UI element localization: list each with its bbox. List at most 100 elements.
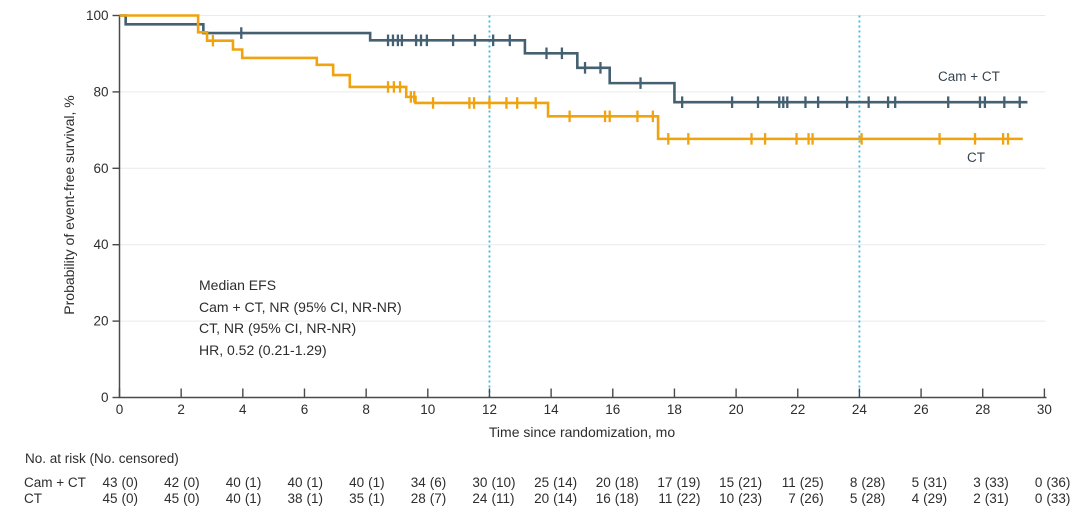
risk-n-censored: (22) (676, 491, 701, 506)
annotation-line-cam-ct: Cam + CT, NR (95% CI, NR-NR) (199, 298, 402, 315)
risk-row-label-ct: CT (24, 491, 42, 506)
x-tick-label-26: 26 (914, 402, 929, 417)
risk-n-censored: (33) (1046, 491, 1071, 506)
risk-n-censored: (0) (121, 475, 139, 490)
x-tick-label-12: 12 (482, 402, 497, 417)
risk-n-at-risk: 11 (658, 491, 673, 506)
risk-n-at-risk: 2 (973, 491, 981, 506)
risk-n-at-risk: 40 (349, 475, 365, 490)
annotation-line-title: Median EFS (199, 277, 277, 293)
y-tick-label-40: 40 (93, 237, 108, 252)
risk-n-at-risk: 38 (287, 491, 303, 506)
risk-n-at-risk: 5 (849, 491, 858, 506)
x-tick-label-0: 0 (116, 402, 124, 417)
risk-n-censored: (0) (121, 491, 139, 506)
risk-n-at-risk: 40 (287, 475, 303, 490)
x-tick-labels: 0 2 4 6 8 10 12 14 16 18 20 22 24 26 28 30 (116, 402, 1052, 417)
risk-n-at-risk: 0 (1034, 491, 1043, 506)
y-tick-labels: 0 20 40 60 80 100 (86, 8, 109, 405)
km-curve-ct (119, 14, 1023, 141)
risk-table-header: No. at risk (No. censored) (25, 451, 179, 466)
y-tick-label-0: 0 (101, 390, 109, 405)
risk-n-censored: (28) (861, 491, 886, 506)
x-tick-label-20: 20 (729, 402, 744, 417)
risk-n-censored: (14) (553, 475, 578, 490)
y-gridlines (119, 15, 1046, 322)
y-axis-title: Probability of event-free survival, % (61, 95, 77, 315)
risk-n-at-risk: 5 (911, 475, 920, 490)
risk-n-at-risk: 28 (410, 491, 426, 506)
x-axis-title: Time since randomization, mo (488, 424, 676, 440)
risk-n-at-risk: 25 (534, 475, 550, 490)
y-ticks (112, 14, 120, 399)
annotation-line-hr: HR, 0.52 (0.21-1.29) (199, 341, 327, 358)
risk-n-censored: (10) (491, 475, 516, 490)
risk-n-censored: (29) (923, 491, 948, 506)
risk-n-censored: (1) (306, 491, 323, 506)
risk-n-censored: (19) (676, 475, 701, 490)
risk-n-censored: (18) (614, 475, 639, 490)
x-tick-label-18: 18 (667, 402, 682, 417)
risk-n-at-risk: 30 (472, 475, 488, 490)
risk-n-at-risk: 3 (973, 475, 981, 490)
risk-n-at-risk: 40 (225, 475, 241, 490)
y-tick-label-20: 20 (93, 314, 108, 329)
x-tick-label-30: 30 (1037, 402, 1052, 417)
risk-n-censored: (1) (244, 475, 262, 490)
risk-n-censored: (11) (491, 491, 515, 506)
risk-n-censored: (23) (738, 491, 763, 506)
x-tick-label-24: 24 (852, 402, 868, 417)
risk-n-at-risk: 4 (911, 491, 920, 506)
risk-n-at-risk: 17 (657, 475, 673, 490)
risk-n-at-risk: 43 (102, 475, 118, 490)
risk-n-at-risk: 16 (595, 491, 611, 506)
km-curve-cam-ct (119, 14, 1028, 104)
km-censor-marks-cam-ct (240, 27, 1021, 109)
risk-n-at-risk: 35 (349, 491, 365, 506)
risk-n-censored: (1) (306, 475, 323, 490)
x-tick-label-6: 6 (301, 402, 309, 417)
risk-n-censored: (33) (984, 475, 1009, 490)
y-tick-label-80: 80 (93, 84, 108, 99)
risk-row-label-cam-ct: Cam + CT (24, 475, 86, 490)
risk-n-censored: (1) (244, 491, 262, 506)
risk-n-censored: (26) (799, 491, 824, 506)
risk-n-censored: (18) (614, 491, 639, 506)
risk-n-censored: (25) (799, 475, 824, 490)
x-ticks (118, 388, 1046, 398)
x-tick-label-16: 16 (605, 402, 620, 417)
risk-n-at-risk: 42 (164, 475, 180, 490)
curve-label-ct: CT (967, 150, 985, 165)
risk-n-censored: (31) (984, 491, 1009, 506)
risk-n-censored: (0) (183, 491, 200, 506)
risk-n-censored: (31) (923, 475, 948, 490)
risk-n-censored: (0) (183, 475, 200, 490)
km-censor-marks-ct (211, 34, 1010, 145)
risk-n-at-risk: 20 (534, 491, 550, 506)
x-tick-label-28: 28 (975, 402, 990, 417)
risk-n-at-risk: 10 (719, 491, 735, 506)
risk-n-at-risk: 24 (472, 491, 488, 506)
risk-n-at-risk: 7 (788, 491, 796, 506)
risk-n-censored: (28) (861, 475, 886, 490)
risk-n-at-risk: 34 (410, 475, 426, 490)
x-tick-label-22: 22 (790, 402, 805, 417)
risk-n-censored: (21) (738, 475, 763, 490)
x-tick-label-10: 10 (420, 402, 435, 417)
risk-n-at-risk: 20 (595, 475, 611, 490)
risk-n-at-risk: 11 (781, 475, 796, 490)
risk-n-censored: (7) (429, 491, 447, 506)
risk-n-censored: (36) (1046, 475, 1071, 490)
y-tick-label-60: 60 (93, 161, 108, 176)
risk-n-at-risk: 0 (1034, 475, 1043, 490)
y-tick-label-100: 100 (86, 8, 109, 23)
x-tick-label-4: 4 (239, 402, 247, 417)
risk-n-at-risk: 45 (102, 491, 118, 506)
risk-n-at-risk: 40 (225, 491, 241, 506)
risk-n-censored: (1) (368, 475, 385, 490)
risk-n-at-risk: 15 (719, 475, 735, 490)
curve-label-cam-ct: Cam + CT (938, 69, 1000, 84)
risk-n-censored: (6) (429, 475, 447, 490)
